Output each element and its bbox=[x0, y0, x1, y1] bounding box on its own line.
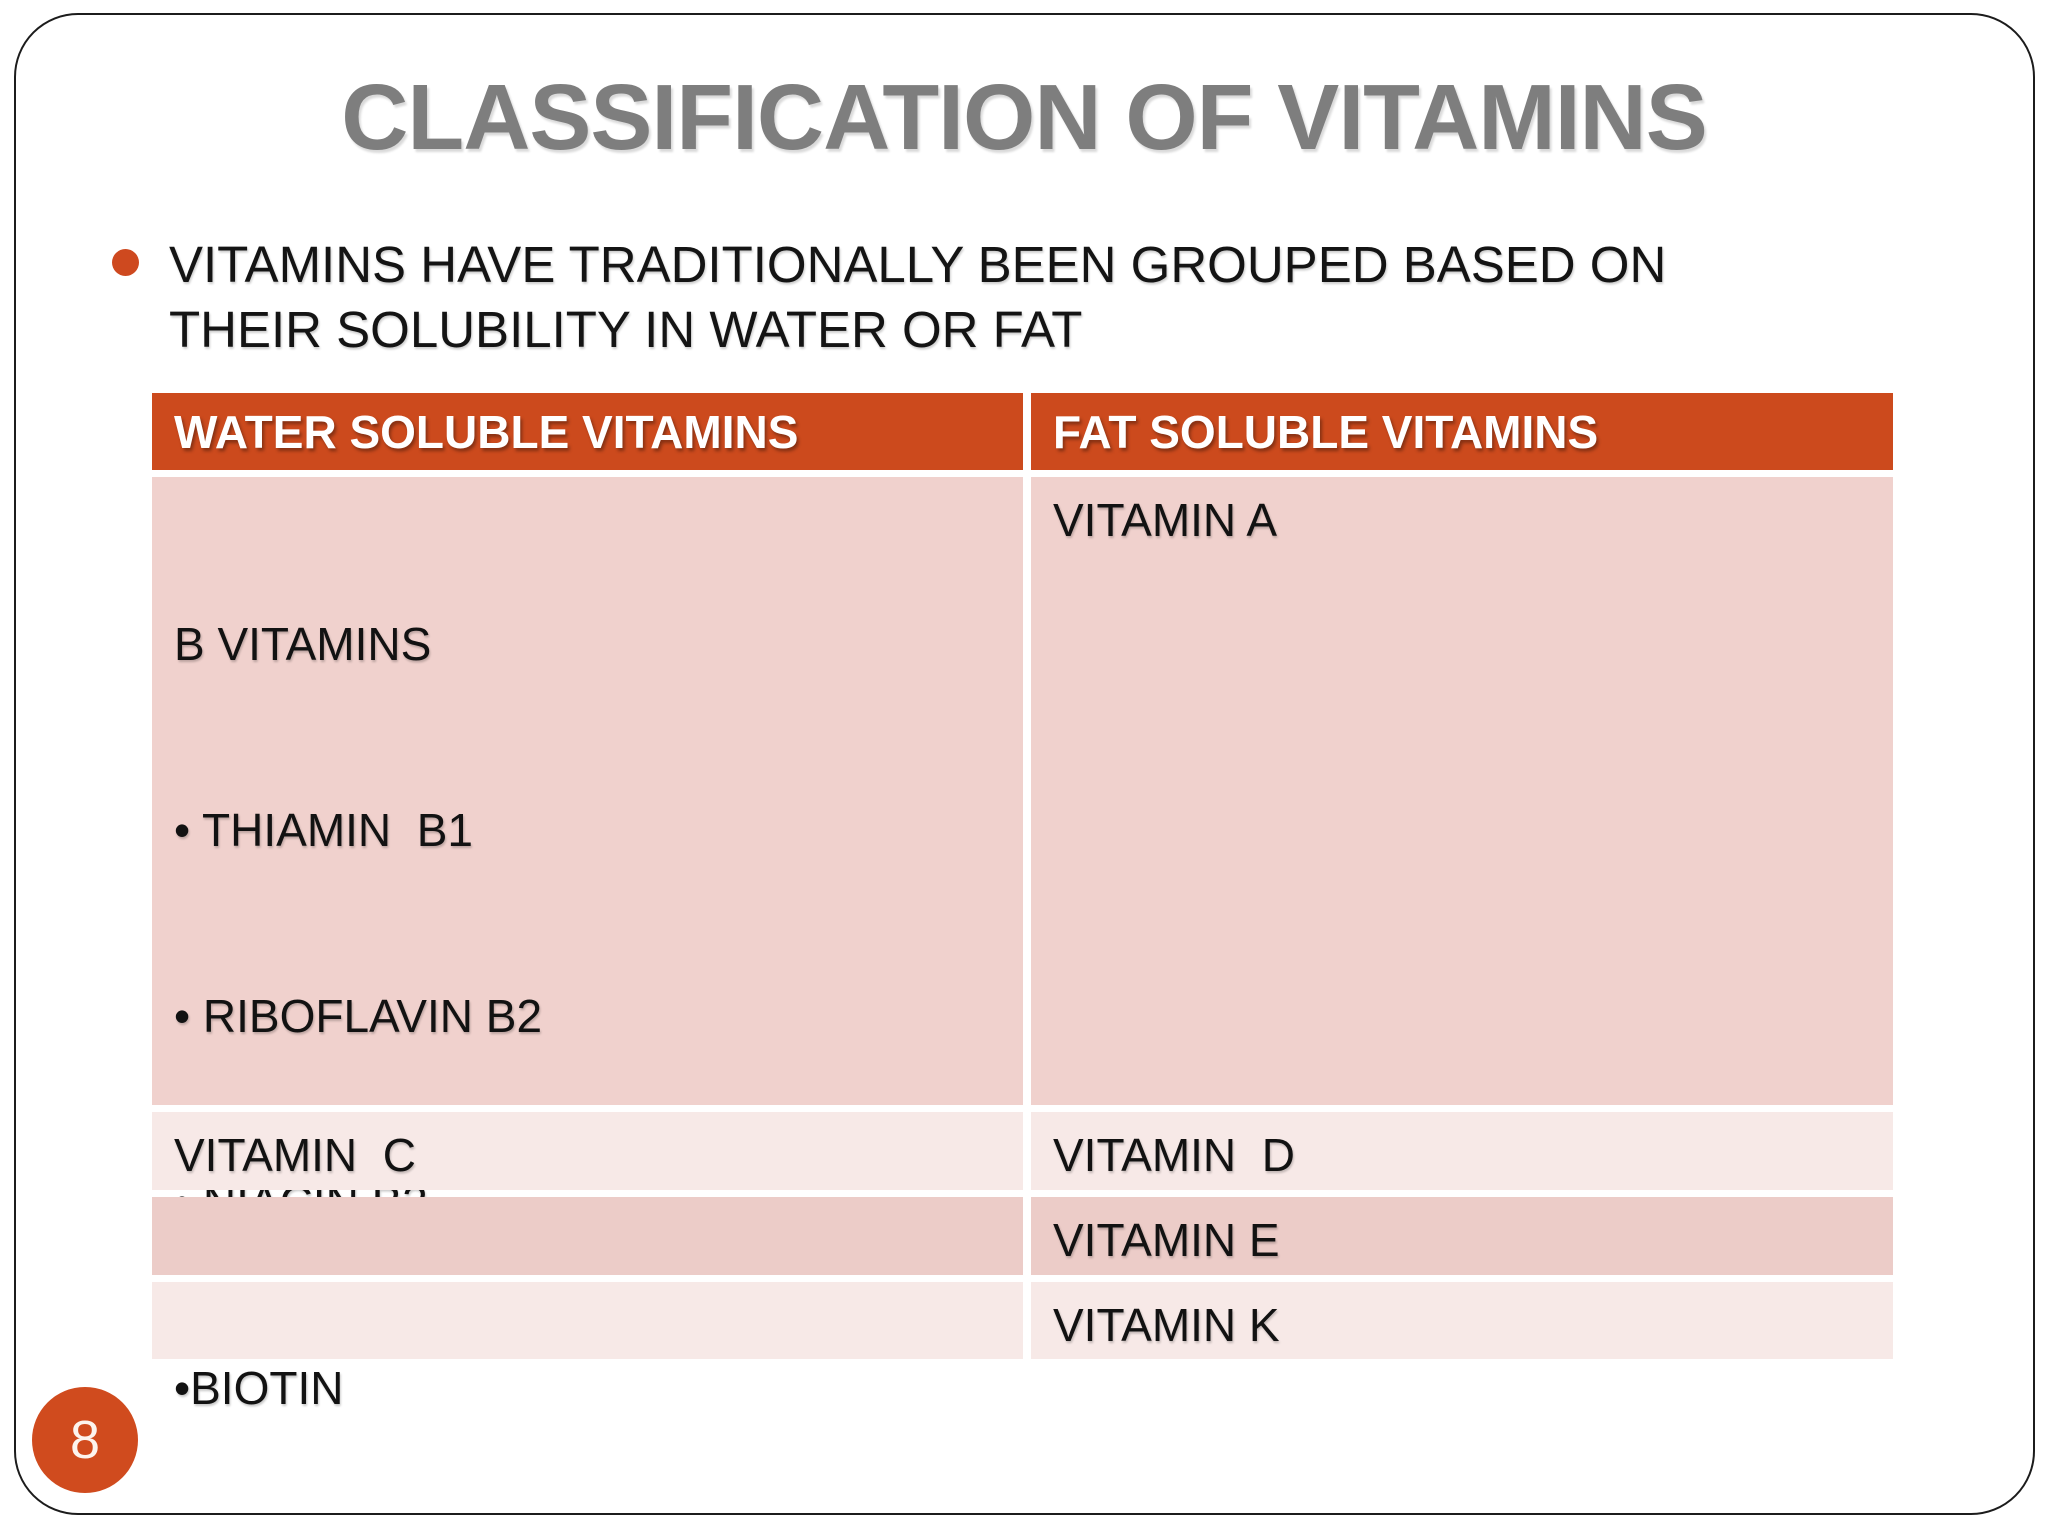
cell-empty-water-2 bbox=[152, 1282, 1023, 1359]
cell-vitamin-d: VITAMIN D bbox=[1031, 1112, 1893, 1190]
vitamins-table: WATER SOLUBLE VITAMINS FAT SOLUBLE VITAM… bbox=[152, 393, 1893, 1414]
b-vitamins-line: B VITAMINS bbox=[174, 618, 432, 670]
column-header-water-soluble: WATER SOLUBLE VITAMINS bbox=[152, 393, 1023, 470]
cell-empty-water-1 bbox=[152, 1197, 1023, 1275]
page-number-badge: 8 bbox=[32, 1387, 138, 1493]
cell-b-vitamins: B VITAMINS • THIAMIN B1 • RIBOFLAVIN B2 … bbox=[152, 477, 1023, 1414]
bullet-text: VITAMINS HAVE TRADITIONALLY BEEN GROUPED… bbox=[169, 236, 1667, 358]
column-header-fat-soluble: FAT SOLUBLE VITAMINS bbox=[1031, 393, 1893, 470]
b-vitamins-line: •BIOTIN bbox=[174, 1362, 344, 1414]
cell-vitamin-e: VITAMIN E bbox=[1031, 1197, 1893, 1275]
bullet-icon bbox=[112, 249, 139, 276]
bullet-item: VITAMINS HAVE TRADITIONALLY BEEN GROUPED… bbox=[112, 232, 1682, 362]
page-title: CLASSIFICATION OF VITAMINS bbox=[341, 65, 1708, 169]
b-vitamins-line: • THIAMIN B1 bbox=[174, 804, 473, 856]
cell-vitamin-a: VITAMIN A bbox=[1031, 477, 1893, 1105]
b-vitamins-line: • RIBOFLAVIN B2 bbox=[174, 990, 543, 1042]
cell-vitamin-k: VITAMIN K bbox=[1031, 1282, 1893, 1359]
cell-vitamin-c: VITAMIN C bbox=[152, 1112, 1023, 1190]
